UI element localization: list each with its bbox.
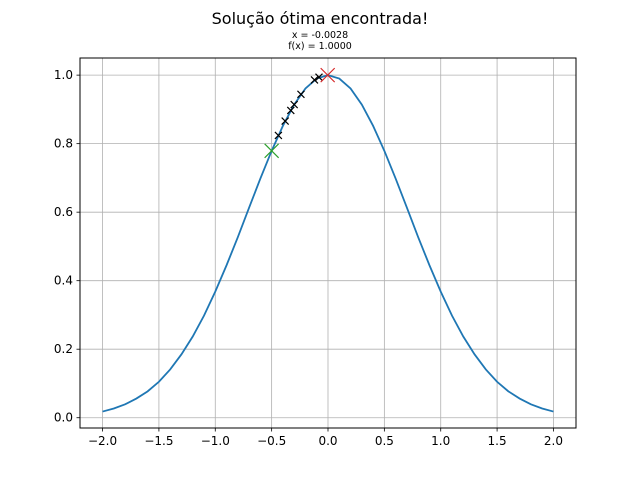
x-tick-label: 1.5	[488, 434, 507, 448]
grid	[80, 58, 576, 428]
x-tick-label: 2.0	[544, 434, 563, 448]
chart-subtitle-x: x = -0.0028	[292, 30, 348, 41]
y-tick-label: 0.4	[54, 274, 73, 288]
y-tick-label: 0.6	[54, 205, 73, 219]
y-tick-label: 0.8	[54, 137, 73, 151]
path-point-marker	[315, 73, 323, 82]
path-point-marker	[310, 76, 319, 84]
marker-layer	[264, 67, 336, 159]
y-tick-label: 0.2	[54, 342, 73, 356]
x-tick-label: −1.0	[201, 434, 230, 448]
x-tick-label: 0.5	[375, 434, 394, 448]
path-point-marker	[286, 106, 295, 115]
path-point-marker	[281, 117, 290, 125]
optimum-point-marker	[320, 67, 336, 83]
path-point-marker	[290, 100, 299, 109]
x-tick-label: −2.0	[88, 434, 117, 448]
start-point-marker	[264, 143, 280, 159]
y-tick-label: 0.0	[54, 411, 73, 425]
path-point-marker	[297, 90, 305, 99]
tick-layer: −2.0 −1.5 −1.0 −0.5 0.0 0.5 1.0 1.5 2.0 0.0 0.2 0.4…	[54, 68, 563, 448]
x-tick-label: −0.5	[257, 434, 286, 448]
x-tick-label: −1.5	[144, 434, 173, 448]
chart-title: Solução ótima encontrada!	[212, 9, 429, 28]
chart-subtitle-fx: f(x) = 1.0000	[288, 41, 352, 52]
y-tick-label: 1.0	[54, 68, 73, 82]
path-point-marker	[274, 131, 283, 140]
x-tick-label: 0.0	[318, 434, 337, 448]
x-tick-label: 1.0	[431, 434, 450, 448]
